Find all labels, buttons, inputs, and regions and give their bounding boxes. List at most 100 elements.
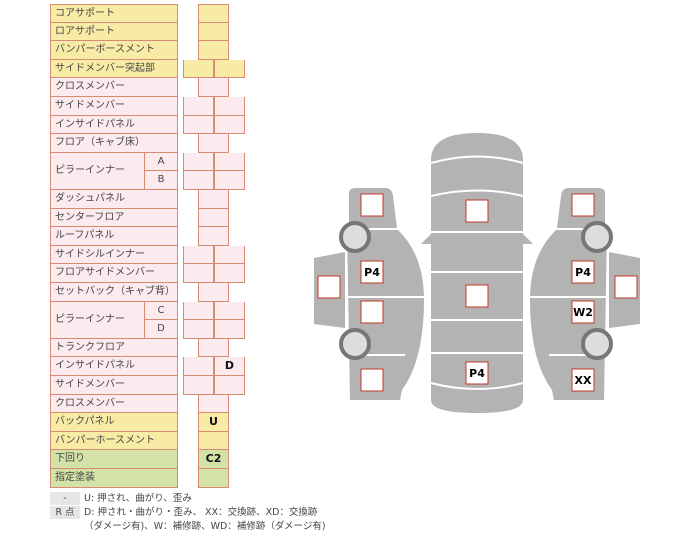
row-label: コアサポート [50,4,178,23]
wheel-icons [339,221,613,360]
inspection-cell [198,78,229,97]
damage-mark-box [465,199,489,223]
legend-text: （ダメージ有)、W：補修跡、WD：補修跡（ダメージ有) [84,521,326,532]
center-body [431,133,523,413]
row-label: サイドメンバー [50,97,178,116]
legend-key: R 点 [50,506,80,519]
wheel-icon [581,328,613,360]
inspection-cell: D [214,357,245,376]
row-sublabel: B [145,171,178,190]
inspection-cell [183,59,214,79]
right-door-mirror-panel [609,252,640,328]
inspection-cell [214,245,245,265]
row-label: サイドメンバー突起部 [50,59,178,79]
row-label: 指定塗装 [50,469,178,488]
row-label: 下回り [50,450,178,469]
row-label: ピラーインナー [50,301,145,339]
left-body-panel [347,230,424,400]
inspection-cell [198,469,229,488]
row-label: ルーフパネル [50,227,178,246]
wheel-icon [339,328,371,360]
inspection-cell [214,376,245,395]
row-label: サイドシルインナー [50,245,178,265]
legend-row-1: - U: 押され、曲がり、歪み [50,492,192,505]
inspection-cell [198,227,229,246]
inspection-cell [214,264,245,283]
inspection-cell [198,431,229,451]
row-label: セットバック（キャブ背） [50,283,178,302]
inspection-cell [214,171,245,190]
damage-mark-box [571,193,595,217]
inspection-cell [183,152,214,172]
inspection-cell [183,97,214,116]
inspection-cell [198,41,229,60]
row-label: クロスメンバー [50,78,178,97]
row-sublabel: A [145,152,178,172]
damage-mark-code: P4 [364,266,380,279]
left-front-panel [349,188,397,228]
legend-text: U: 押され、曲がり、歪み [84,493,192,504]
legend-text: D: 押され・曲がり・歪み、 XX：交換跡、XD：交換跡 [84,507,318,518]
row-label: バンパーボースメント [50,41,178,60]
damage-mark-box [571,300,595,324]
inspection-cell [214,301,245,321]
row-label: フロア（キャブ床） [50,134,178,153]
inspection-cell [214,59,245,79]
wheel-icon [581,221,613,253]
row-label: ロアサポート [50,22,178,42]
row-label: フロアサイドメンバー [50,264,178,283]
damage-marks: P4 P4 P4 W2 XX [317,193,638,392]
row-label: センターフロア [50,208,178,228]
damage-mark-box [360,193,384,217]
damage-mark-box [360,300,384,324]
inspection-cell [183,357,214,376]
inspection-cell [198,208,229,228]
damage-mark-code: W2 [573,306,593,319]
row-label: クロスメンバー [50,394,178,414]
row-label: インサイドパネル [50,115,178,135]
damage-mark-box [317,275,341,299]
damage-mark-box [360,368,384,392]
inspection-cell [198,4,229,23]
inspection-cell [183,301,214,321]
damage-mark-code: P4 [575,266,591,279]
panel-lines [345,155,609,390]
inspection-cell [214,115,245,135]
inspection-cell [198,394,229,414]
left-door-mirror-panel [314,252,345,328]
inspection-cell [214,152,245,172]
inspection-cell: U [198,413,229,432]
inspection-cell [183,171,214,190]
row-label: ピラーインナー [50,152,145,190]
damage-mark-box [571,260,595,284]
wheel-icon [339,221,371,253]
row-sublabel: D [145,320,178,339]
legend-row-3: （ダメージ有)、W：補修跡、WD：補修跡（ダメージ有) [84,520,326,533]
row-label: バンパーホースメント [50,431,178,451]
row-label: ダッシュパネル [50,190,178,209]
inspection-cell [183,245,214,265]
inspection-cell [198,283,229,302]
row-label: バックパネル [50,413,178,432]
inspection-cell [198,134,229,153]
damage-mark-box [571,368,595,392]
row-sublabel: C [145,301,178,321]
damage-mark-code: XX [575,374,592,387]
damage-mark-box [614,275,638,299]
row-label: トランクフロア [50,338,178,358]
inspection-cell [198,338,229,358]
inspection-cell [198,190,229,209]
inspection-cell: C2 [198,450,229,469]
row-label: サイドメンバー [50,376,178,395]
inspection-cell [183,264,214,283]
damage-mark-code: P4 [469,367,485,380]
inspection-cell [183,376,214,395]
right-front-panel [557,188,605,228]
damage-mark-box [360,260,384,284]
inspection-cell [183,115,214,135]
inspection-cell [214,320,245,339]
inspection-cell [198,22,229,42]
inspection-cell [183,320,214,339]
legend-row-2: R 点 D: 押され・曲がり・歪み、 XX：交換跡、XD：交換跡 [50,506,317,519]
legend-key: - [50,492,80,505]
